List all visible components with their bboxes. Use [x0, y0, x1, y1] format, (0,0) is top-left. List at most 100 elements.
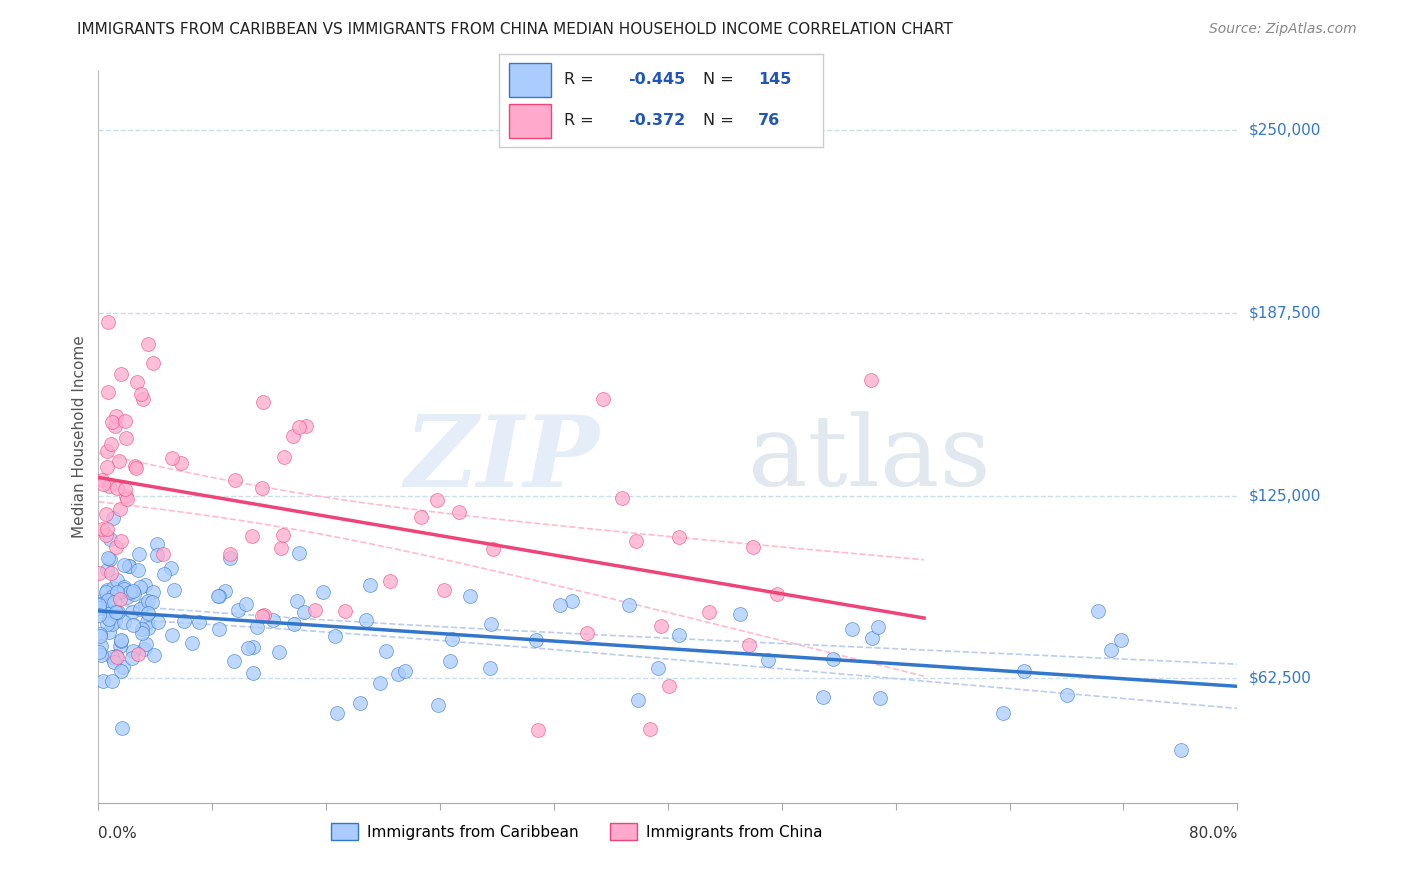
- Point: [108, 639, 131, 653]
- Point: [479, 617, 502, 632]
- Point: [101, 511, 124, 525]
- Point: [136, 606, 159, 620]
- Point: [697, 605, 720, 619]
- Point: [359, 578, 381, 592]
- Point: [242, 640, 264, 655]
- Text: $62,500: $62,500: [1249, 671, 1312, 686]
- Text: $187,500: $187,500: [1249, 305, 1322, 320]
- Text: 145: 145: [758, 72, 792, 87]
- Point: [187, 615, 209, 629]
- Point: [127, 647, 149, 661]
- Text: ZIP: ZIP: [405, 411, 599, 508]
- Point: [741, 541, 763, 555]
- Point: [100, 437, 122, 451]
- Point: [122, 586, 145, 600]
- Point: [107, 605, 129, 619]
- Point: [89, 601, 111, 615]
- Point: [292, 605, 315, 619]
- Point: [121, 643, 143, 657]
- Point: [250, 482, 273, 496]
- Point: [152, 566, 174, 581]
- Point: [478, 661, 501, 675]
- Point: [115, 591, 138, 605]
- Point: [173, 614, 195, 628]
- Point: [160, 561, 183, 575]
- Point: [110, 367, 132, 381]
- Point: [110, 633, 132, 648]
- Point: [548, 598, 571, 612]
- Point: [160, 451, 183, 466]
- Point: [325, 706, 347, 720]
- Point: [246, 620, 269, 634]
- Point: [89, 629, 111, 643]
- Point: [576, 626, 599, 640]
- Point: [110, 534, 132, 549]
- Point: [148, 615, 170, 629]
- Point: [368, 676, 391, 690]
- Text: $125,000: $125,000: [1249, 488, 1322, 503]
- Point: [100, 617, 122, 632]
- Point: [387, 667, 409, 681]
- Point: [108, 454, 131, 468]
- Point: [208, 622, 231, 636]
- Text: atlas: atlas: [748, 411, 990, 507]
- Point: [114, 414, 136, 428]
- Point: [160, 627, 183, 641]
- Point: [738, 638, 761, 652]
- Text: 0.0%: 0.0%: [98, 826, 138, 841]
- Point: [728, 607, 751, 622]
- Point: [374, 644, 396, 658]
- Point: [222, 654, 245, 668]
- Point: [273, 450, 295, 464]
- Point: [658, 679, 681, 693]
- Point: [524, 633, 547, 648]
- Point: [262, 613, 284, 627]
- Point: [89, 598, 111, 612]
- Point: [283, 429, 305, 443]
- Point: [87, 566, 110, 580]
- Point: [765, 587, 787, 601]
- Point: [394, 664, 416, 678]
- Point: [860, 631, 883, 645]
- Point: [96, 582, 118, 597]
- Point: [135, 615, 157, 630]
- Point: [98, 599, 121, 614]
- Point: [90, 640, 112, 654]
- Text: -0.445: -0.445: [628, 72, 686, 87]
- Point: [236, 640, 259, 655]
- Point: [131, 623, 153, 637]
- Point: [349, 696, 371, 710]
- Point: [89, 627, 111, 641]
- Point: [104, 614, 127, 628]
- Bar: [509, 104, 551, 138]
- Point: [132, 392, 155, 407]
- Point: [89, 644, 111, 658]
- Point: [134, 642, 156, 657]
- Point: [105, 585, 128, 599]
- Point: [97, 592, 120, 607]
- Point: [449, 505, 471, 519]
- Point: [89, 607, 111, 622]
- Point: [97, 625, 120, 640]
- Point: [142, 585, 165, 599]
- Point: [105, 573, 128, 587]
- Point: [122, 584, 145, 599]
- Point: [866, 620, 889, 634]
- Point: [270, 541, 292, 555]
- Point: [218, 547, 240, 561]
- Point: [112, 580, 135, 594]
- Point: [1056, 688, 1078, 702]
- Point: [283, 616, 305, 631]
- Point: [96, 584, 118, 599]
- Point: [647, 661, 669, 675]
- Text: Source: ZipAtlas.com: Source: ZipAtlas.com: [1209, 22, 1357, 37]
- Point: [427, 698, 450, 712]
- Point: [433, 582, 456, 597]
- Legend: Immigrants from Caribbean, Immigrants from China: Immigrants from Caribbean, Immigrants fr…: [325, 816, 830, 847]
- Point: [105, 409, 128, 423]
- Point: [170, 457, 193, 471]
- Point: [304, 603, 326, 617]
- Point: [136, 337, 159, 351]
- Point: [253, 608, 276, 623]
- Point: [91, 593, 114, 607]
